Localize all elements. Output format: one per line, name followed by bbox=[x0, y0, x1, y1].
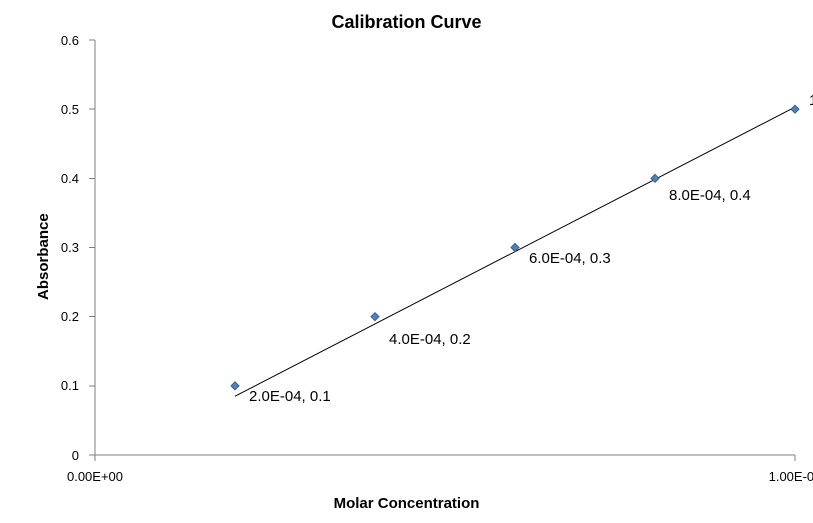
data-point-label: 2.0E-04, 0.1 bbox=[249, 388, 331, 405]
y-tick-label: 0.3 bbox=[39, 240, 79, 255]
y-tick-label: 0.6 bbox=[39, 33, 79, 48]
y-tick-label: 0.4 bbox=[39, 171, 79, 186]
y-tick-label: 0 bbox=[39, 448, 79, 463]
data-point-label: 1.0E-03, 0.5 bbox=[809, 92, 813, 109]
chart-plot bbox=[0, 0, 813, 523]
data-point-label: 6.0E-04, 0.3 bbox=[529, 250, 611, 267]
x-tick-label: 0.00E+00 bbox=[55, 469, 135, 484]
chart-container: Calibration Curve Absorbance Molar Conce… bbox=[0, 0, 813, 523]
y-tick-label: 0.1 bbox=[39, 378, 79, 393]
y-tick-label: 0.2 bbox=[39, 309, 79, 324]
data-point-label: 8.0E-04, 0.4 bbox=[669, 187, 751, 204]
data-point-label: 4.0E-04, 0.2 bbox=[389, 331, 471, 348]
x-tick-label: 1.00E-03 bbox=[755, 469, 813, 484]
y-tick-label: 0.5 bbox=[39, 102, 79, 117]
